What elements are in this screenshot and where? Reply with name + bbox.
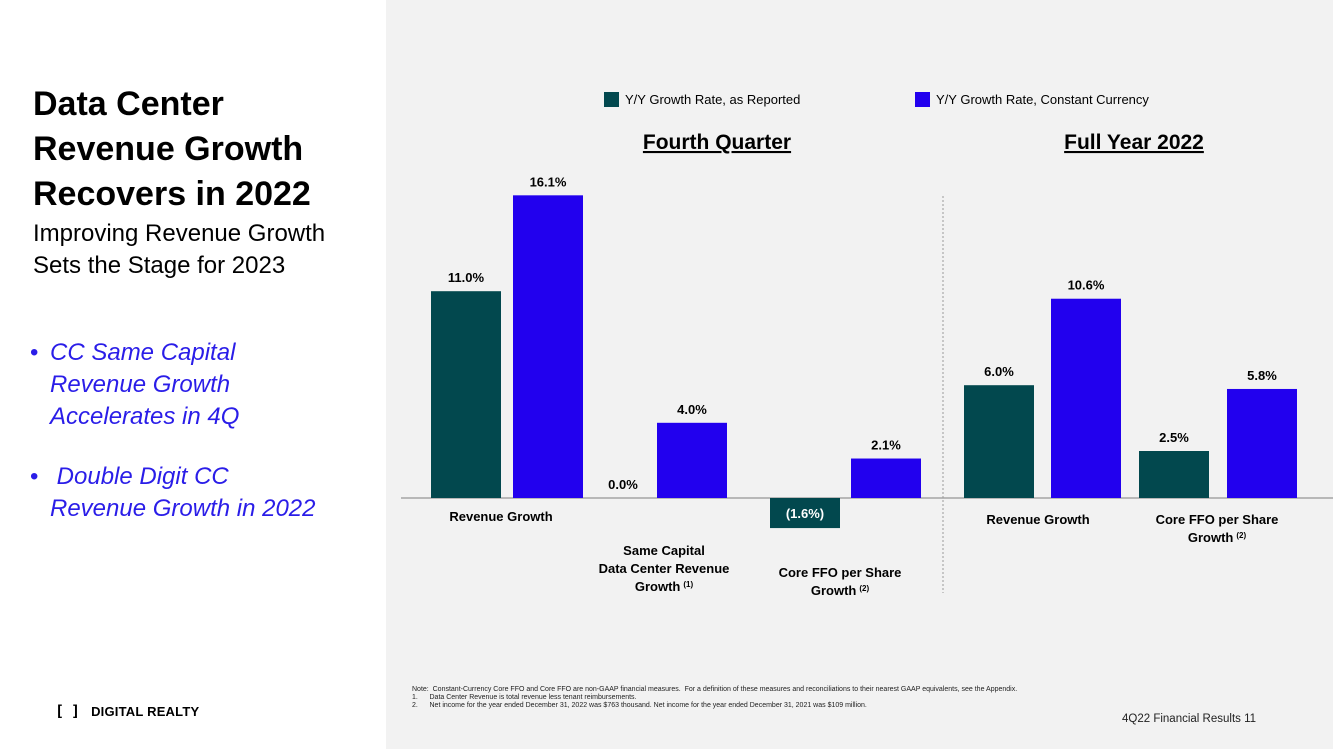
footnote-line: Note: Constant-Currency Core FFO and Cor… [412,686,1018,693]
category-label: Revenue Growth [449,509,552,524]
data-label: 10.6% [1068,278,1105,293]
bullet-line: Revenue Growth [50,371,231,398]
bar [1051,298,1121,498]
category-label: Growth (2) [811,583,870,598]
category-label: Revenue Growth [986,512,1089,527]
bar [657,422,727,498]
title-line: Data Center [33,85,224,123]
category-label: Data Center Revenue [599,561,730,576]
bar [431,291,501,498]
legend-swatch [915,92,930,107]
slide-title: Data Center Revenue Growth Recovers in 2… [33,82,373,217]
panel-title: Fourth Quarter [643,131,791,154]
category-label: Growth (1) [635,579,694,594]
footnote-superscript: (1) [683,580,693,589]
data-label: 6.0% [984,364,1014,379]
page-number: 4Q22 Financial Results 11 [1122,713,1257,725]
data-label: 11.0% [448,270,485,285]
category-label: Same Capital [623,543,705,558]
data-label: 0.0% [608,477,638,492]
bullet-item: Double Digit CC Revenue Growth in 2022 [30,461,370,525]
category-label: Core FFO per Share [779,565,902,580]
bullet-line: Double Digit CC [50,463,229,490]
bar [770,498,840,529]
bullet-line: Accelerates in 4Q [50,403,240,430]
panel-title: Full Year 2022 [1064,131,1204,154]
bar [1227,388,1297,498]
bullet-line: CC Same Capital [50,339,236,366]
slide-subtitle: Improving Revenue Growth Sets the Stage … [33,218,383,282]
bar [964,385,1034,498]
data-label: (1.6%) [786,506,824,521]
legend-label: Y/Y Growth Rate, Constant Currency [936,92,1149,107]
bullet-item: CC Same Capital Revenue Growth Accelerates… [30,337,370,433]
subtitle-line: Sets the Stage for 2023 [33,252,286,279]
category-label: Core FFO per Share [1156,512,1279,527]
subtitle-line: Improving Revenue Growth [33,220,326,247]
footnote-superscript: (2) [859,584,869,593]
company-logo: [ ] DIGITAL REALTY [55,702,199,720]
legend-label: Y/Y Growth Rate, as Reported [625,92,800,107]
bullet-line: Revenue Growth in 2022 [50,495,316,522]
logo-bracket-icon: [ ] [55,702,80,720]
footnote-superscript: (2) [1236,531,1246,540]
title-line: Recovers in 2022 [33,175,311,213]
data-label: 2.5% [1159,430,1189,445]
logo-text: DIGITAL REALTY [91,703,200,719]
bar [513,195,583,498]
data-label: 16.1% [530,174,567,189]
data-label: 5.8% [1247,368,1277,383]
footnote-line: 1. Data Center Revenue is total revenue … [412,694,637,701]
bullet-list: CC Same Capital Revenue Growth Accelerates… [30,337,370,553]
data-label: 4.0% [677,402,707,417]
footnote-line: 2. Net income for the year ended Decembe… [412,702,867,709]
bar [1139,451,1209,498]
title-line: Revenue Growth [33,130,304,168]
bar [851,458,921,498]
left-panel: Data Center Revenue Growth Recovers in 2… [0,0,386,749]
category-label: Growth (2) [1188,530,1247,545]
footnotes: Note: Constant-Currency Core FFO and Cor… [412,686,1322,710]
legend-swatch [604,92,619,107]
data-label: 2.1% [871,438,901,453]
